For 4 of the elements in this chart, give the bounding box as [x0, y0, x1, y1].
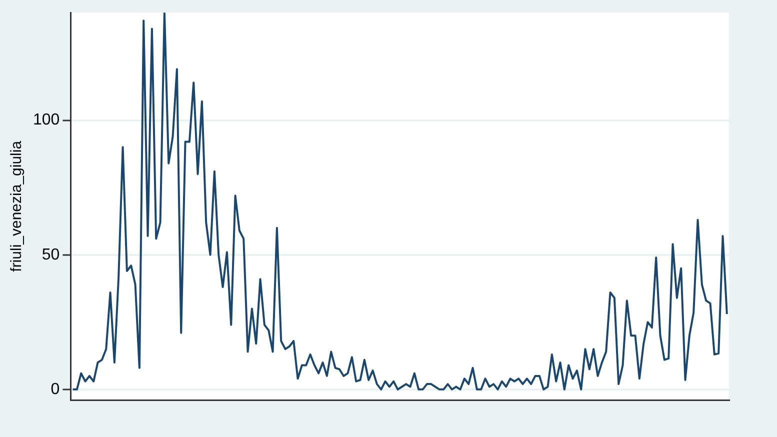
y-axis-title: friuli_venezia_giulia	[8, 140, 26, 272]
y-tick-label: 0	[50, 380, 60, 398]
y-tick-label: 100	[32, 112, 60, 129]
y-tick-label: 50	[42, 246, 60, 264]
